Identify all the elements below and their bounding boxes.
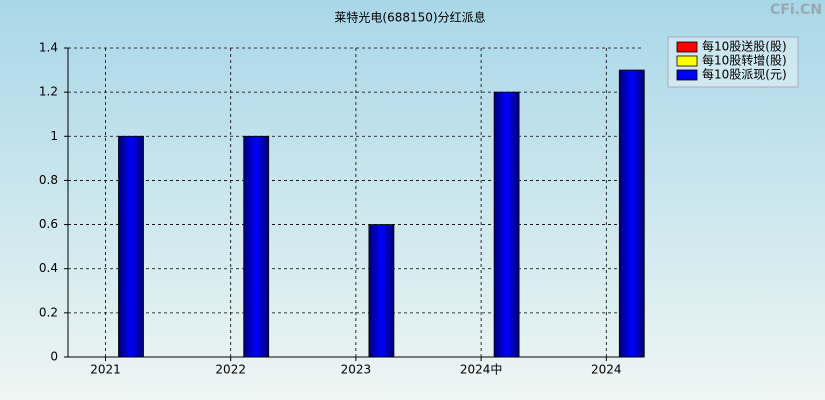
bar: [118, 135, 144, 358]
x-tick-label: 2024: [591, 363, 622, 377]
y-tick-label: 0.8: [39, 173, 58, 187]
bar: [368, 224, 395, 358]
chart-title: 莱特光电(688150)分红派息: [334, 10, 485, 25]
x-tick-label: 2021: [90, 363, 121, 377]
y-tick-label: 0.6: [39, 217, 58, 231]
legend-swatch: [676, 41, 698, 53]
y-tick-label: 0.2: [39, 305, 58, 319]
x-tick-label: 2023: [341, 363, 372, 377]
y-tick-label: 1: [50, 129, 58, 143]
x-tick-label: 2024中: [460, 362, 503, 377]
x-tick-label: 2022: [215, 363, 246, 377]
legend-swatch: [676, 69, 698, 81]
legend-label: 每10股送股(股): [702, 39, 787, 54]
y-tick-label: 1.2: [39, 85, 58, 99]
y-tick-label: 0.4: [39, 261, 58, 275]
legend-label: 每10股转增(股): [702, 53, 787, 68]
y-tick-label: 1.4: [39, 41, 58, 55]
y-tick-label: 0: [50, 350, 58, 364]
legend-label: 每10股派现(元): [702, 67, 787, 82]
watermark: CFi.CN: [770, 2, 822, 18]
legend-swatch: [676, 55, 698, 67]
bar: [618, 69, 645, 358]
bar: [493, 91, 520, 358]
bar: [243, 135, 270, 358]
